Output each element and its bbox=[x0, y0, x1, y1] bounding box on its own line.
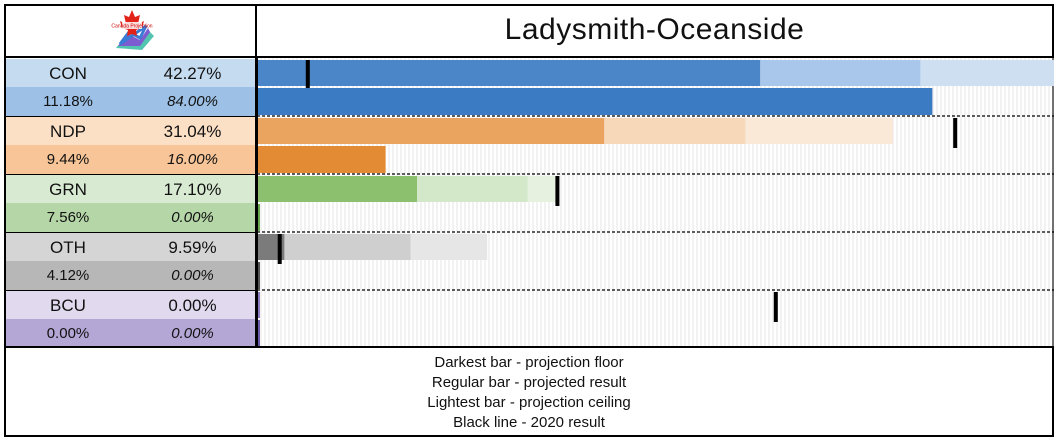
vote-distance: 11.18% bbox=[43, 93, 93, 110]
party-code: BCU bbox=[50, 295, 86, 315]
win-probability: 0.00% bbox=[171, 267, 214, 284]
legend-ceiling: Lightest bar - projection ceiling bbox=[427, 393, 631, 411]
win-probability-bar-bcu bbox=[257, 320, 260, 347]
projected-vote: 9.59% bbox=[168, 237, 217, 257]
party-row-bot-grn: 7.56% 0.00% bbox=[6, 203, 255, 232]
legend-floor: Darkest bar - projection floor bbox=[434, 353, 624, 371]
party-row-bot-oth: 4.12% 0.00% bbox=[6, 261, 255, 290]
plot-area bbox=[257, 58, 1054, 347]
projected-vote: 17.10% bbox=[163, 179, 222, 199]
result-2020-line-bcu bbox=[773, 292, 778, 322]
party-row-top-con: CON 42.27% bbox=[6, 59, 255, 88]
bar-projected-con bbox=[760, 60, 921, 86]
bar-floor-ndp bbox=[257, 118, 605, 144]
party-row-top-bcu: BCU 0.00% bbox=[6, 291, 255, 320]
bar-ceiling-oth bbox=[410, 234, 488, 260]
legend-projected: Regular bar - projected result bbox=[431, 373, 627, 391]
vote-distance: 9.44% bbox=[46, 151, 90, 168]
party-row-top-ndp: NDP 31.04% bbox=[6, 117, 255, 146]
vote-distance: 7.56% bbox=[46, 209, 90, 226]
win-probability-bar-con bbox=[257, 88, 933, 115]
win-probability-bar-grn bbox=[257, 204, 260, 231]
win-probability-bar-ndp bbox=[257, 146, 386, 173]
party-row-bot-bcu: 0.00% 0.00% bbox=[6, 319, 255, 348]
bar-ceiling-grn bbox=[527, 176, 558, 202]
bar-floor-grn bbox=[257, 176, 417, 202]
vote-distance: 4.12% bbox=[46, 267, 90, 284]
party-code: OTH bbox=[50, 237, 86, 257]
bar-projected-grn bbox=[417, 176, 528, 202]
bar-floor-con bbox=[257, 60, 761, 86]
legend: Darkest bar - projection floor Regular b… bbox=[4, 346, 1054, 437]
projected-vote: 0.00% bbox=[168, 295, 217, 315]
projected-vote: 31.04% bbox=[163, 121, 222, 141]
win-probability: 84.00% bbox=[167, 93, 218, 110]
win-probability: 0.00% bbox=[171, 325, 214, 342]
projected-vote: 42.27% bbox=[163, 63, 222, 83]
logo-text: Canada Projection bbox=[111, 24, 152, 30]
maple-leaf-logo-icon: Canada Projection bbox=[111, 10, 154, 50]
win-probability: 16.00% bbox=[167, 151, 218, 168]
party-row-top-grn: GRN 17.10% bbox=[6, 175, 255, 204]
result-2020-line-oth bbox=[277, 234, 282, 264]
bar-projected-oth bbox=[284, 234, 411, 260]
bar-ceiling-ndp bbox=[745, 118, 893, 144]
party-code: NDP bbox=[50, 121, 86, 141]
chart-title: Ladysmith-Oceanside bbox=[255, 4, 1054, 58]
result-2020-line-grn bbox=[555, 176, 560, 206]
bar-projected-ndp bbox=[604, 118, 746, 144]
party-row-top-oth: OTH 9.59% bbox=[6, 233, 255, 262]
party-row-bot-ndp: 9.44% 16.00% bbox=[6, 145, 255, 174]
bar-floor-bcu bbox=[257, 292, 260, 318]
logo-cell: Canada Projection bbox=[4, 4, 257, 58]
party-row-bot-con: 11.18% 84.00% bbox=[6, 87, 255, 116]
legend-2020-line: Black line - 2020 result bbox=[453, 413, 605, 431]
party-code: GRN bbox=[49, 179, 87, 199]
bar-ceiling-con bbox=[920, 60, 1054, 86]
vote-distance: 0.00% bbox=[46, 325, 90, 342]
result-2020-line-ndp bbox=[953, 118, 958, 148]
result-2020-line-con bbox=[305, 60, 310, 90]
party-code: CON bbox=[49, 63, 87, 83]
win-probability: 0.00% bbox=[171, 209, 214, 226]
win-probability-bar-oth bbox=[257, 262, 260, 289]
